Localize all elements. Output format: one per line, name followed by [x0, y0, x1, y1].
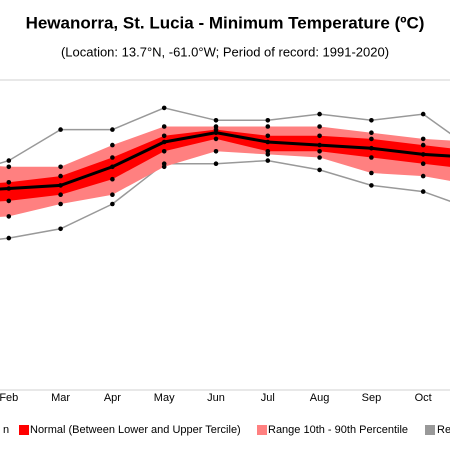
data-point: [265, 149, 271, 154]
data-point: [58, 164, 63, 170]
x-tick-label: Jul: [261, 392, 275, 404]
data-point: [369, 118, 374, 123]
data-point: [420, 189, 426, 194]
data-point: [6, 158, 12, 163]
data-point: [420, 142, 426, 148]
data-point: [161, 139, 167, 145]
data-point: [6, 235, 12, 241]
legend-swatch: [425, 425, 435, 435]
data-point: [265, 139, 271, 145]
legend-swatch: [19, 425, 29, 435]
legend-swatch: [257, 425, 267, 435]
data-point: [420, 161, 426, 166]
data-point: [213, 161, 219, 166]
data-point: [161, 149, 167, 154]
data-point: [110, 201, 115, 207]
data-point: [58, 127, 63, 132]
data-point: [110, 127, 115, 132]
data-point: [317, 111, 322, 117]
data-point: [369, 183, 374, 188]
data-point: [420, 136, 426, 142]
data-point: [58, 183, 63, 188]
legend-label: n: [3, 424, 9, 436]
data-point: [369, 130, 374, 135]
data-point: [317, 149, 322, 154]
data-point: [58, 226, 63, 232]
data-point: [161, 124, 167, 129]
x-tick-label: Jun: [207, 392, 225, 404]
data-point: [369, 155, 374, 160]
data-point: [213, 118, 219, 123]
data-point: [161, 133, 167, 139]
data-point: [369, 136, 374, 142]
data-point: [317, 124, 322, 129]
data-point: [317, 142, 322, 148]
data-point: [317, 167, 322, 173]
plot-frame: [0, 79, 450, 391]
data-point: [369, 145, 374, 151]
data-point: [6, 198, 12, 204]
data-point: [110, 155, 115, 160]
data-point: [161, 105, 167, 111]
x-tick-label: Sep: [362, 392, 382, 404]
data-point: [6, 164, 12, 170]
data-point: [420, 173, 426, 179]
x-tick-label: Mar: [51, 392, 70, 404]
data-point: [213, 149, 219, 154]
data-point: [110, 192, 115, 197]
data-point: [6, 180, 12, 185]
data-point: [265, 133, 271, 139]
legend-label: Normal (Between Lower and Upper Tercile): [30, 424, 241, 436]
data-point: [420, 111, 426, 117]
data-point: [6, 214, 12, 219]
data-point: [110, 142, 115, 148]
x-tick-label: Feb: [0, 392, 18, 404]
data-point: [265, 118, 271, 123]
data-point: [213, 130, 219, 135]
data-point: [58, 192, 63, 197]
data-point: [265, 124, 271, 129]
data-point: [161, 164, 167, 170]
data-point: [58, 173, 63, 179]
data-point: [110, 164, 115, 170]
data-point: [420, 152, 426, 157]
data-point: [317, 155, 322, 160]
data-point: [369, 170, 374, 176]
chart-title: Hewanorra, St. Lucia - Minimum Temperatu…: [26, 13, 425, 32]
x-tick-label: May: [154, 392, 175, 404]
data-point: [110, 176, 115, 182]
legend-label: Range 10th - 90th Percentile: [268, 424, 408, 436]
legend-label: Re: [437, 424, 450, 436]
x-tick-label: Aug: [310, 392, 330, 404]
chart-subtitle: (Location: 13.7°N, -61.0°W; Period of re…: [61, 44, 389, 59]
data-point: [58, 201, 63, 207]
data-point: [6, 186, 12, 191]
data-point: [265, 158, 271, 163]
x-tick-label: Oct: [415, 392, 432, 404]
data-point: [317, 133, 322, 139]
x-tick-label: Apr: [104, 392, 121, 404]
data-point: [213, 136, 219, 142]
